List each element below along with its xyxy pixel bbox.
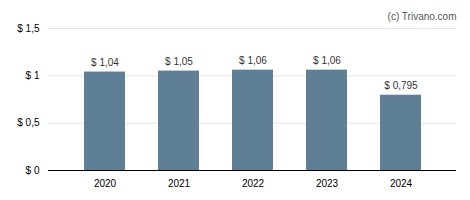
svg-text:$ 1,04: $ 1,04 (91, 57, 119, 68)
svg-text:$ 1,06: $ 1,06 (313, 55, 341, 66)
svg-text:2024: 2024 (390, 178, 413, 189)
svg-text:$ 1: $ 1 (26, 70, 40, 81)
svg-text:2021: 2021 (168, 178, 191, 189)
svg-text:(c) Trivano.com: (c) Trivano.com (388, 11, 457, 22)
svg-text:$ 1,05: $ 1,05 (165, 56, 193, 67)
svg-text:$ 0,5: $ 0,5 (17, 117, 40, 128)
svg-text:2023: 2023 (316, 178, 339, 189)
svg-text:$ 0: $ 0 (26, 165, 40, 176)
svg-text:$ 1,06: $ 1,06 (239, 55, 267, 66)
svg-text:2022: 2022 (242, 178, 265, 189)
svg-text:2020: 2020 (94, 178, 117, 189)
svg-text:$ 1,5: $ 1,5 (17, 23, 40, 34)
svg-text:$ 0,795: $ 0,795 (384, 80, 418, 91)
